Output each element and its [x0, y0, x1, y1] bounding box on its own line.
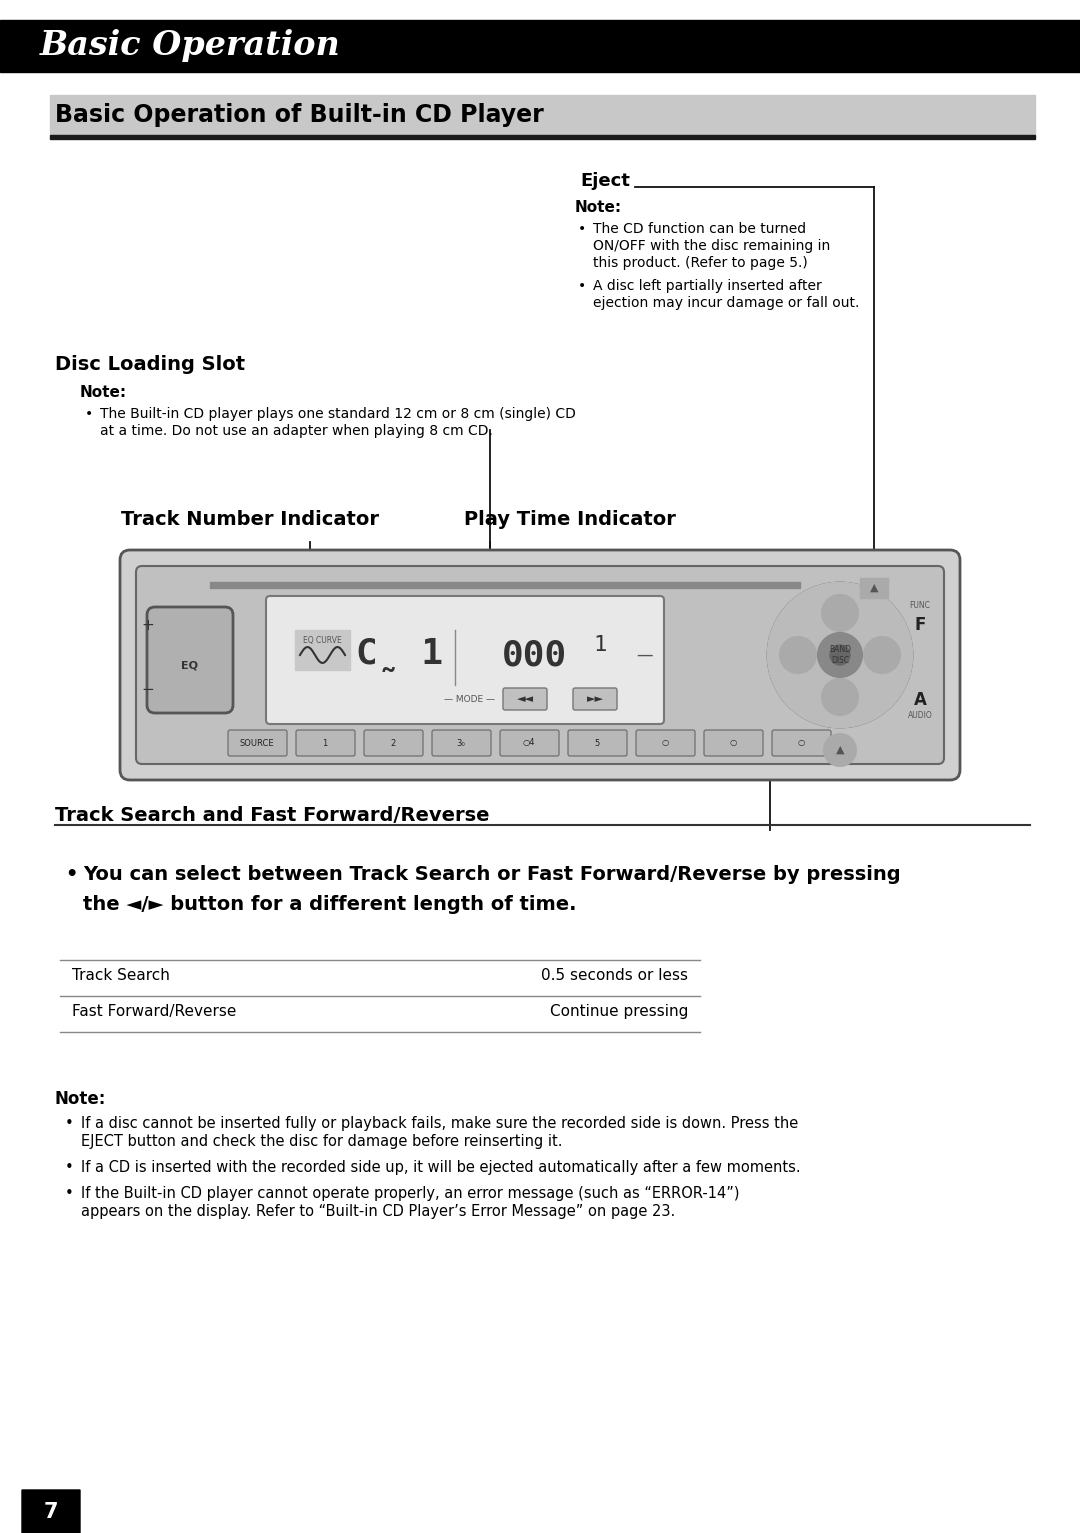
Text: 000: 000 [502, 638, 568, 671]
Text: Eject: Eject [580, 172, 630, 190]
Text: ▲: ▲ [869, 583, 878, 593]
Text: Disc Loading Slot: Disc Loading Slot [55, 356, 245, 374]
Text: —: — [637, 645, 653, 664]
Text: AUDIO: AUDIO [907, 710, 932, 719]
Text: EQ: EQ [181, 661, 199, 670]
Text: ○: ○ [729, 739, 737, 748]
Text: A disc left partially inserted after: A disc left partially inserted after [593, 279, 822, 293]
Text: appears on the display. Refer to “Built-in CD Player’s Error Message” on page 23: appears on the display. Refer to “Built-… [81, 1203, 675, 1219]
Text: Note:: Note: [55, 1090, 106, 1108]
Bar [0, 20, 1080, 72]
Text: Track Search and Fast Forward/Reverse: Track Search and Fast Forward/Reverse [55, 806, 489, 825]
Text: EQ CURVE: EQ CURVE [302, 636, 341, 644]
Text: •: • [65, 1116, 73, 1131]
Circle shape [818, 633, 862, 678]
Circle shape [822, 679, 858, 714]
Text: Note:: Note: [80, 385, 127, 400]
Text: EJECT button and check the disc for damage before reinserting it.: EJECT button and check the disc for dama… [81, 1134, 563, 1150]
Text: C̰ 1: C̰ 1 [356, 638, 444, 671]
Text: ON/OFF with the disc remaining in: ON/OFF with the disc remaining in [593, 239, 831, 253]
Text: Continue pressing: Continue pressing [550, 1004, 688, 1019]
Text: — MODE —: — MODE — [445, 696, 496, 705]
Text: Basic Operation of Built-in CD Player: Basic Operation of Built-in CD Player [55, 103, 543, 127]
Text: ▲: ▲ [836, 745, 845, 754]
Text: •: • [578, 222, 586, 236]
Text: the ◄/► button for a different length of time.: the ◄/► button for a different length of… [83, 895, 577, 914]
Circle shape [831, 645, 850, 665]
Text: Track Search: Track Search [72, 967, 170, 983]
Text: The Built-in CD player plays one standard 12 cm or 8 cm (single) CD: The Built-in CD player plays one standar… [100, 406, 576, 422]
Text: •: • [65, 865, 78, 885]
Text: 3₀: 3₀ [457, 739, 465, 748]
Text: Note:: Note: [575, 199, 622, 215]
Text: +: + [141, 618, 154, 633]
Text: ○: ○ [797, 739, 805, 748]
FancyBboxPatch shape [120, 550, 960, 780]
FancyBboxPatch shape [296, 730, 355, 756]
Text: Play Time Indicator: Play Time Indicator [464, 510, 676, 529]
Text: •: • [65, 1187, 73, 1200]
Text: •: • [578, 279, 586, 293]
FancyBboxPatch shape [22, 1490, 80, 1533]
Text: ○4: ○4 [523, 739, 536, 748]
FancyBboxPatch shape [266, 596, 664, 724]
Text: BAND
DISC: BAND DISC [829, 645, 851, 665]
Text: You can select between Track Search or Fast Forward/Reverse by pressing: You can select between Track Search or F… [83, 865, 901, 885]
Text: 0.5 seconds or less: 0.5 seconds or less [541, 967, 688, 983]
Text: ►►: ►► [586, 694, 604, 704]
Circle shape [780, 638, 816, 673]
FancyBboxPatch shape [704, 730, 762, 756]
Text: FUNC: FUNC [909, 601, 931, 610]
Circle shape [824, 734, 856, 766]
Text: If the Built-in CD player cannot operate properly, an error message (such as “ER: If the Built-in CD player cannot operate… [81, 1187, 740, 1200]
Text: F: F [915, 616, 926, 635]
Text: SOURCE: SOURCE [240, 739, 274, 748]
Text: −: − [141, 682, 154, 698]
Text: 1: 1 [322, 739, 327, 748]
Text: at a time. Do not use an adapter when playing 8 cm CD.: at a time. Do not use an adapter when pl… [100, 425, 492, 438]
Bar [210, 583, 800, 589]
FancyBboxPatch shape [136, 566, 944, 763]
Circle shape [768, 583, 912, 727]
Bar [295, 630, 350, 670]
Bar [50, 135, 1035, 140]
Text: 7: 7 [44, 1502, 58, 1522]
FancyBboxPatch shape [147, 607, 233, 713]
Text: Fast Forward/Reverse: Fast Forward/Reverse [72, 1004, 237, 1019]
Text: If a disc cannot be inserted fully or playback fails, make sure the recorded sid: If a disc cannot be inserted fully or pl… [81, 1116, 798, 1131]
FancyBboxPatch shape [228, 730, 287, 756]
FancyBboxPatch shape [503, 688, 546, 710]
FancyBboxPatch shape [573, 688, 617, 710]
Circle shape [864, 638, 900, 673]
Text: A: A [914, 691, 927, 708]
Text: this product. (Refer to page 5.): this product. (Refer to page 5.) [593, 256, 808, 270]
FancyBboxPatch shape [432, 730, 491, 756]
FancyBboxPatch shape [364, 730, 423, 756]
Text: Basic Operation: Basic Operation [40, 29, 341, 63]
FancyBboxPatch shape [500, 730, 559, 756]
Text: The CD function can be turned: The CD function can be turned [593, 222, 806, 236]
Circle shape [822, 595, 858, 632]
FancyBboxPatch shape [772, 730, 831, 756]
Text: 1: 1 [593, 635, 607, 655]
FancyBboxPatch shape [568, 730, 627, 756]
Text: Track Number Indicator: Track Number Indicator [121, 510, 379, 529]
Text: •: • [65, 1160, 73, 1174]
Bar [50, 95, 1035, 135]
Text: If a CD is inserted with the recorded side up, it will be ejected automatically : If a CD is inserted with the recorded si… [81, 1160, 800, 1174]
Text: ◄◄: ◄◄ [516, 694, 534, 704]
Text: 2: 2 [390, 739, 395, 748]
Text: ejection may incur damage or fall out.: ejection may incur damage or fall out. [593, 296, 860, 310]
Text: 5: 5 [594, 739, 599, 748]
Text: •: • [85, 406, 93, 422]
Bar [860, 578, 888, 598]
Text: ○: ○ [661, 739, 669, 748]
FancyBboxPatch shape [636, 730, 696, 756]
